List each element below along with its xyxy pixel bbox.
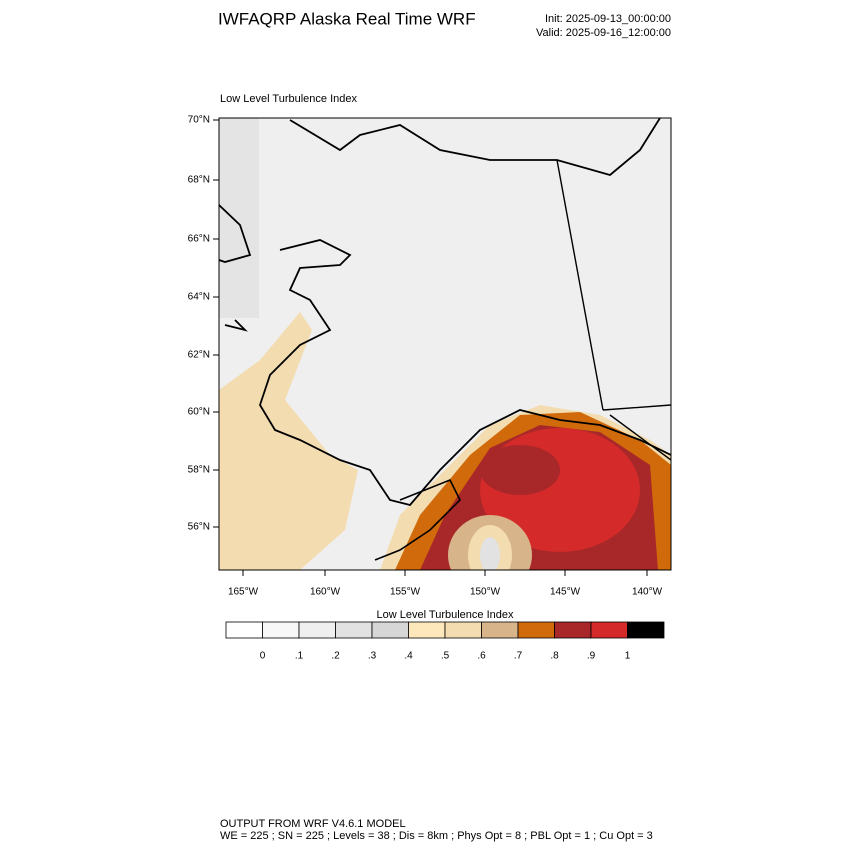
colorbar-box (335, 621, 373, 639)
lat-label: 70°N (188, 115, 210, 126)
coastline (219, 118, 671, 507)
colorbar-box (408, 621, 446, 639)
colorbar-label: .2 (331, 651, 340, 662)
colorbar-label: .5 (441, 651, 450, 662)
lon-label: 165°W (228, 587, 259, 598)
lon-label: 155°W (390, 587, 421, 598)
map-field (219, 118, 671, 570)
colorbar-box (298, 621, 336, 639)
colorbar-label: .4 (404, 651, 413, 662)
colorbar-label: .7 (514, 651, 523, 662)
colorbar-box (627, 621, 665, 639)
colorbar-label: .9 (587, 651, 596, 662)
colorbar-label: .3 (368, 651, 377, 662)
colorbar-box (225, 621, 263, 639)
colorbar-box (554, 621, 592, 639)
colorbar-label: .6 (477, 651, 486, 662)
footer-line: OUTPUT FROM WRF V4.6.1 MODEL (220, 818, 406, 830)
colorbar-label: .8 (550, 651, 559, 662)
colorbar-box (590, 621, 628, 639)
colorbar-box (444, 621, 482, 639)
colorbar-box (371, 621, 409, 639)
lon-label: 140°W (632, 587, 663, 598)
colorbar-box (517, 621, 555, 639)
lat-label: 56°N (188, 522, 210, 533)
lat-label: 62°N (188, 350, 210, 361)
lat-label: 58°N (188, 465, 210, 476)
colorbar-box (262, 621, 300, 639)
border (556, 159, 671, 461)
lon-label: 160°W (310, 587, 341, 598)
lon-label: 145°W (550, 587, 581, 598)
map-title: Low Level Turbulence Index (220, 93, 357, 105)
lat-label: 66°N (188, 234, 210, 245)
lat-label: 68°N (188, 175, 210, 186)
valid-time: Valid: 2025-09-16_12:00:00 (536, 27, 671, 39)
colorbar-title: Low Level Turbulence Index (377, 609, 514, 621)
lat-label: 60°N (188, 407, 210, 418)
init-time: Init: 2025-09-13_00:00:00 (545, 13, 671, 25)
coastline (374, 478, 461, 561)
gray-area (219, 118, 259, 318)
colorbar-label: 0 (260, 651, 266, 662)
lat-label: 64°N (188, 292, 210, 303)
page-title: IWFAQRP Alaska Real Time WRF (218, 9, 476, 28)
lon-label: 150°W (470, 587, 501, 598)
tan-area (219, 312, 358, 570)
colorbar-label: 1 (625, 651, 631, 662)
gray-area (480, 537, 500, 570)
map-frame (218, 117, 672, 571)
colorbar-box (481, 621, 519, 639)
colorbar-label: .1 (295, 651, 304, 662)
footer-line: WE = 225 ; SN = 225 ; Levels = 38 ; Dis … (220, 830, 653, 842)
dark-red-area (480, 445, 560, 495)
